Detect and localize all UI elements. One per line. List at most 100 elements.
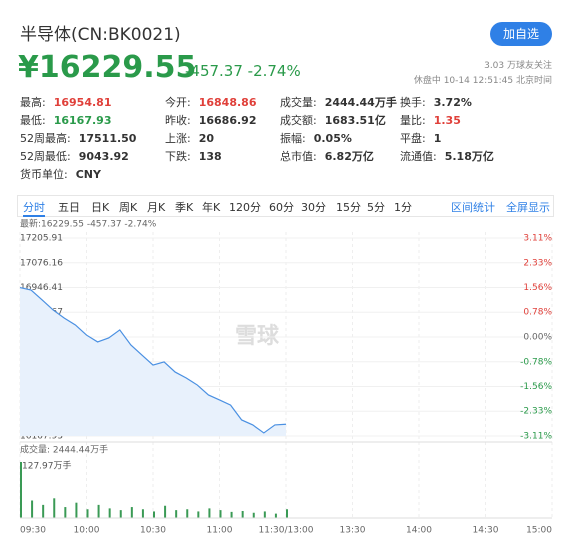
volume-bar — [108, 508, 111, 518]
tab[interactable]: 月K — [147, 201, 166, 214]
stat: 换手: 3.72% — [400, 94, 472, 110]
tab[interactable]: 15分 — [336, 201, 361, 214]
volume-bar — [130, 507, 133, 518]
volume-bar — [31, 500, 34, 518]
stat-value: 16167.93 — [53, 114, 112, 127]
stat-value: 16686.92 — [198, 114, 257, 127]
y-tick-label: 17076.16 — [20, 258, 63, 268]
tab[interactable]: 五日 — [58, 201, 80, 214]
tab[interactable]: 30分 — [301, 201, 326, 214]
stat: 最高: 16954.81 — [20, 94, 111, 110]
tab[interactable]: 季K — [175, 201, 194, 214]
volume-bar — [53, 498, 56, 518]
stat-value: 0.05% — [313, 132, 352, 145]
tab[interactable]: 1分 — [394, 201, 412, 214]
y-tick-label: 16946.41 — [20, 283, 63, 293]
tab[interactable]: 日K — [91, 201, 110, 214]
stat-label: 货币单位: — [20, 168, 68, 181]
stat-label: 上涨: — [165, 132, 191, 145]
stat-label: 最低: — [20, 114, 46, 127]
stat: 平盘: 1 — [400, 130, 441, 146]
y2-tick-label: -2.33% — [520, 407, 552, 417]
stat-label: 平盘: — [400, 132, 426, 145]
volume-bar — [119, 510, 122, 518]
x-tick-label: 14:30 — [473, 526, 499, 536]
stat-label: 总市值: — [280, 150, 317, 163]
stat-value: 1.35 — [433, 114, 461, 127]
area — [20, 287, 286, 436]
volume-bar — [175, 510, 178, 518]
market-status: 休盘中 10-14 12:51:45 北京时间 — [413, 76, 552, 86]
tool[interactable]: 全屏显示 — [506, 201, 550, 214]
stat: 今开: 16848.86 — [165, 94, 256, 110]
stat: 成交量: 2444.44万手 — [280, 94, 397, 110]
volume-bar — [252, 512, 255, 518]
stat-label: 量比: — [400, 114, 426, 127]
stat-label: 下跌: — [165, 150, 191, 163]
x-tick-label: 09:30 — [20, 526, 46, 536]
stat: 振幅: 0.05% — [280, 130, 352, 146]
tool[interactable]: 区间统计 — [451, 201, 495, 214]
x-tick-label: 11:30/13:00 — [259, 526, 314, 536]
tab[interactable]: 5分 — [367, 201, 385, 214]
stat: 52周最高: 17511.50 — [20, 130, 136, 146]
y-tick-label: 17205.91 — [20, 234, 63, 244]
tab[interactable]: 周K — [119, 201, 138, 214]
tab[interactable]: 年K — [202, 201, 221, 214]
price-change: -457.37 -2.74% — [185, 62, 301, 80]
stat-value: CNY — [75, 168, 101, 181]
volume-title: 成交量: 2444.44万手 — [20, 444, 108, 456]
y-tick-label: 16167.93 — [20, 432, 63, 442]
followers: 3.03 万球友关注 — [484, 61, 552, 71]
y-tick-label: 127.97万手 — [22, 460, 72, 472]
stat: 总市值: 6.82万亿 — [280, 148, 374, 164]
legend-text: 最新:16229.55 -457.37 -2.74% — [20, 218, 157, 230]
tab[interactable]: 分时 — [23, 199, 45, 217]
volume-bar — [230, 511, 233, 518]
stat: 量比: 1.35 — [400, 112, 461, 128]
stat-value: 1683.51亿 — [324, 114, 386, 127]
x-tick-label: 15:00 — [526, 526, 552, 536]
stat: 最低: 16167.93 — [20, 112, 111, 128]
title: 半导体(CN:BK0021) — [20, 25, 181, 45]
stat-label: 振幅: — [280, 132, 306, 145]
y2-tick-label: -0.78% — [520, 357, 552, 367]
stat: 成交额: 1683.51亿 — [280, 112, 386, 128]
x-tick-label: 11:00 — [207, 526, 233, 536]
volume-bar — [141, 509, 144, 518]
stat-value: 20 — [198, 132, 215, 145]
y2-tick-label: -1.56% — [520, 382, 552, 392]
x-tick-label: 10:30 — [140, 526, 166, 536]
stat-value: 1 — [433, 132, 442, 145]
stat-value: 9043.92 — [78, 150, 129, 163]
volume-bar — [197, 511, 200, 518]
price-line — [19, 286, 287, 434]
stat-value: 16848.86 — [198, 96, 257, 109]
tab-bar: 分时 五日 日K 周K 月K 季K 年K 120分 60分 30分 15分 5分 1分 区间统计 全屏显示 — [17, 195, 554, 217]
volume-bar — [42, 504, 45, 518]
add-watchlist-button[interactable]: 加自选 — [490, 22, 552, 46]
volume-bar — [164, 505, 167, 518]
stat-value: 2444.44万手 — [324, 96, 397, 109]
tab[interactable]: 120分 — [229, 201, 261, 214]
stat: 52周最低: 9043.92 — [20, 148, 129, 164]
volume-bar — [97, 504, 100, 518]
stat: 下跌: 138 — [165, 148, 222, 164]
volume-bar — [263, 511, 266, 518]
stat-label: 换手: — [400, 96, 426, 109]
y2-tick-label: 2.33% — [523, 258, 552, 268]
x-tick-label: 14:00 — [406, 526, 432, 536]
y2-tick-label: 0.00% — [523, 333, 552, 343]
stat-label: 成交额: — [280, 114, 317, 127]
tab[interactable]: 60分 — [269, 201, 294, 214]
stat: 货币单位: CNY — [20, 166, 101, 182]
volume-bar — [86, 509, 89, 518]
y2-tick-label: -3.11% — [520, 432, 552, 442]
stat-value: 138 — [198, 150, 222, 163]
stat-value: 5.18万亿 — [444, 150, 494, 163]
stat-label: 流通值: — [400, 150, 437, 163]
volume-bar — [20, 462, 22, 518]
volume-bar — [208, 508, 211, 518]
